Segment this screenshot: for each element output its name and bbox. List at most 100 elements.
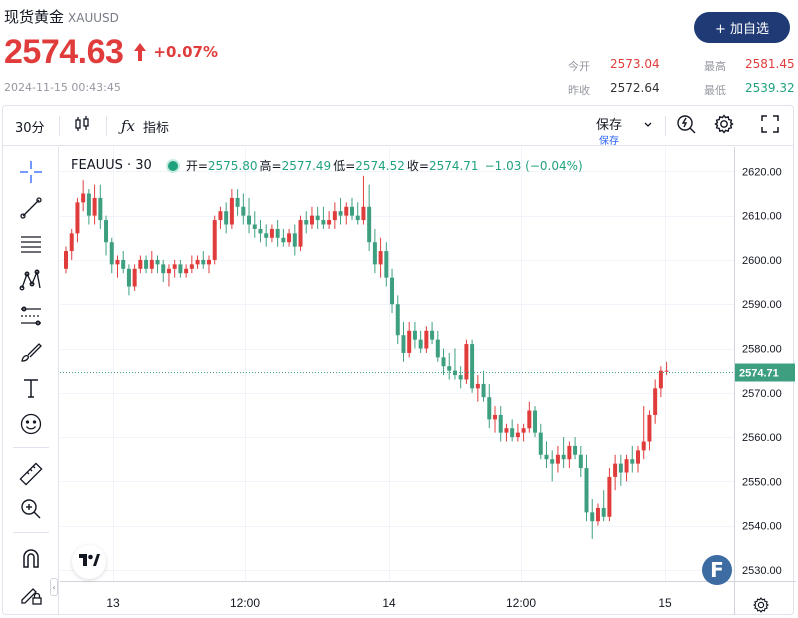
- axis-settings-button[interactable]: [752, 596, 770, 618]
- y-tick-label: 2610.00: [742, 211, 782, 223]
- candle-body: [527, 410, 532, 429]
- candle-body: [92, 197, 97, 216]
- candle-body: [430, 330, 435, 340]
- legend-high-value: 2577.49: [281, 158, 332, 173]
- zoom-in-icon: [19, 497, 43, 521]
- candle-body: [550, 459, 555, 464]
- candle-body: [664, 370, 669, 372]
- smiley-icon: [19, 412, 43, 436]
- save-dropdown-button[interactable]: [643, 106, 653, 146]
- candle-body: [252, 224, 257, 229]
- trend-line-tool[interactable]: [17, 194, 45, 222]
- zoom-tool[interactable]: [17, 495, 45, 523]
- candle-body: [355, 215, 360, 221]
- candle-body: [332, 211, 337, 221]
- x-tick-label: 12:00: [230, 596, 260, 610]
- interval-label: 30分: [15, 120, 45, 136]
- up-arrow-icon: [133, 42, 147, 62]
- candle-body: [264, 233, 269, 238]
- settings-button[interactable]: [713, 106, 735, 146]
- gear-icon: [713, 113, 735, 139]
- candle-body: [498, 414, 503, 433]
- candle-body: [207, 259, 211, 265]
- collapse-toolbar-button[interactable]: ‹: [50, 578, 58, 596]
- toolbar-divider: [106, 116, 107, 136]
- high-label: 最高: [704, 60, 726, 73]
- function-icon: ƒx: [121, 117, 136, 135]
- candle-body: [166, 268, 171, 274]
- ruler-icon: [19, 462, 43, 486]
- candle-body: [138, 259, 143, 269]
- price-row: 2574.63 +0.07%: [4, 32, 218, 72]
- chevron-down-icon: [643, 119, 653, 134]
- chart-toolbar: 30分 ƒx 指标 保存 保存: [3, 106, 793, 147]
- candle-body: [201, 259, 206, 265]
- candle-body: [636, 450, 640, 464]
- interval-button[interactable]: 30分: [15, 106, 45, 146]
- candle-body: [595, 507, 600, 522]
- y-tick-label: 2560.00: [742, 432, 782, 444]
- candle-body: [155, 259, 160, 265]
- tradingview-logo[interactable]: [72, 545, 106, 579]
- candlestick-chart[interactable]: 2620.00 2610.00 2600.00 2590.00 2580.00 2570.…: [60, 147, 796, 615]
- candle-body: [573, 445, 578, 455]
- candle-body: [561, 454, 566, 460]
- last-price-badge: [735, 363, 795, 382]
- candle-body: [618, 463, 623, 473]
- indicators-label: 指标: [143, 120, 170, 136]
- candle-body: [189, 264, 194, 269]
- candle-body: [481, 383, 486, 398]
- add-watchlist-button[interactable]: + 加自选: [694, 12, 790, 43]
- candle-body: [590, 512, 595, 522]
- horizontal-lines-icon: [19, 232, 43, 256]
- candle-body: [86, 193, 91, 216]
- candle-type-button[interactable]: [73, 106, 91, 146]
- x-tick-label: 12:00: [506, 596, 536, 610]
- candle-body: [235, 197, 240, 207]
- low-value: 2539.32: [745, 81, 795, 95]
- y-tick-label: 2550.00: [742, 476, 782, 488]
- legend-change: −1.03 (−0.04%): [484, 158, 583, 173]
- candle-body: [292, 233, 297, 247]
- candle-body: [149, 259, 154, 269]
- brush-tool[interactable]: [17, 338, 45, 366]
- candle-body: [384, 251, 389, 278]
- instrument-symbol: XAUUSD: [68, 11, 119, 25]
- fib-tool[interactable]: [17, 230, 45, 258]
- candle-body: [447, 366, 452, 371]
- fullscreen-button[interactable]: [760, 106, 780, 146]
- candle-body: [395, 304, 400, 336]
- candle-body: [126, 268, 131, 287]
- last-price-label: 2574.71: [739, 368, 779, 380]
- candle-body: [458, 375, 463, 380]
- candle-body: [104, 220, 109, 243]
- pattern-tool[interactable]: [17, 266, 45, 294]
- candle-body: [247, 215, 252, 225]
- candle-body: [613, 463, 618, 477]
- emoji-tool[interactable]: [17, 410, 45, 438]
- measure-tool[interactable]: [17, 460, 45, 488]
- candle-body: [390, 277, 395, 305]
- magnet-tool[interactable]: [17, 544, 45, 572]
- candle-body: [350, 206, 354, 216]
- text-tool[interactable]: [17, 374, 45, 402]
- candle-body: [487, 397, 492, 420]
- gear-icon: [752, 597, 770, 618]
- save-button[interactable]: 保存 保存: [591, 114, 627, 147]
- candle-body: [601, 507, 606, 517]
- lock-drawing-tool[interactable]: [17, 580, 45, 608]
- candle-body: [144, 259, 149, 269]
- candle-body: [435, 339, 440, 358]
- candle-body: [361, 206, 366, 221]
- indicators-button[interactable]: ƒx 指标: [121, 106, 169, 146]
- candle-body: [195, 259, 200, 265]
- candle-body: [338, 211, 343, 216]
- legend-close-key: 收=: [406, 159, 429, 173]
- candle-body: [275, 228, 280, 238]
- legend-low-value: 2574.52: [355, 158, 405, 173]
- prediction-tool[interactable]: [17, 302, 45, 330]
- candle-body: [161, 264, 166, 274]
- candle-body: [653, 388, 658, 415]
- quick-search-button[interactable]: [675, 106, 697, 146]
- crosshair-tool[interactable]: [17, 158, 45, 186]
